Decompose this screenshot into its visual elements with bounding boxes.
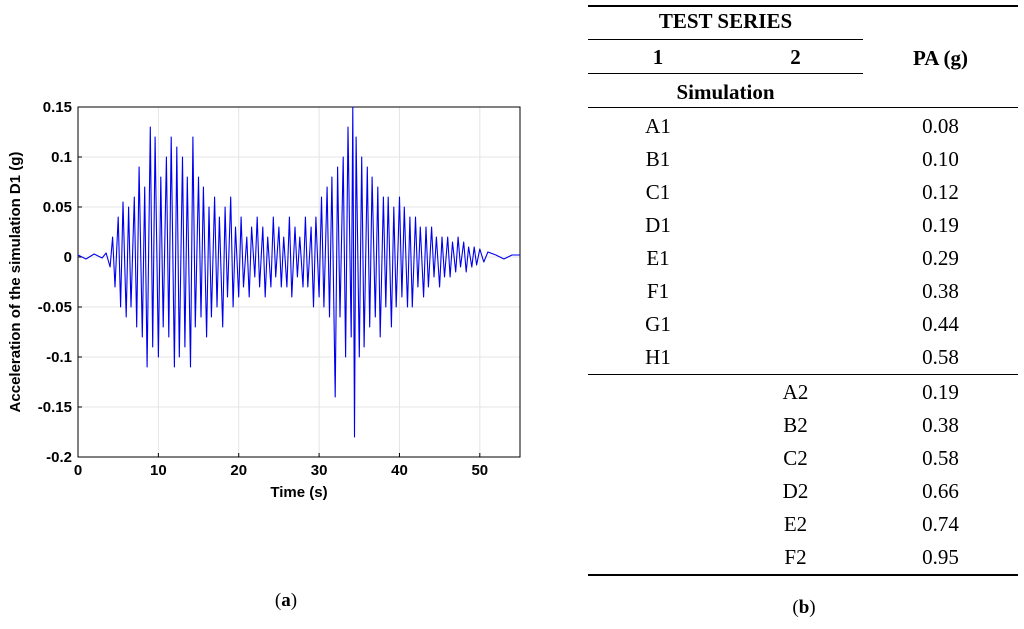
y-axis-label: Acceleration of the simulation D1 (g): [7, 152, 24, 413]
series1-pa-cell: 0.29: [922, 246, 959, 270]
panel-a: 0 10 20 30 40 50 -0.2 -0.15 -0.1 -0.05 0 0.05 0.1 0.1…: [7, 99, 521, 611]
x-tick-label: 10: [150, 462, 167, 479]
series2-name-cell: D2: [782, 479, 809, 503]
series1-name-cell: G1: [645, 312, 671, 336]
series1-pa-cell: 0.19: [922, 213, 959, 237]
series1-name-cell: B1: [645, 147, 671, 171]
header-bottom-rule: [588, 107, 1018, 108]
panel-a-letter: a: [281, 590, 291, 611]
acceleration-chart: 0 10 20 30 40 50 -0.2 -0.15 -0.1 -0.05 0 0.05 0.1 0.1…: [7, 99, 521, 501]
y-tick-label: -0.05: [38, 299, 72, 316]
series2-pa-cell: 0.74: [922, 512, 959, 536]
x-tick-label: 50: [471, 462, 488, 479]
col2-header: 2: [790, 45, 801, 69]
plot-frame: [77, 106, 521, 458]
series-layer: [77, 106, 520, 438]
col1-header: 1: [652, 45, 664, 69]
y-tick-label: 0.15: [43, 99, 72, 116]
series2-name-cell: C2: [783, 446, 808, 470]
series1-pa-cell: 0.08: [922, 114, 959, 138]
series2-pa-cell: 0.66: [922, 479, 959, 503]
series1-name-cell: F1: [646, 279, 670, 303]
y-tick-label: 0.05: [43, 199, 72, 216]
panel-b-caption: (b): [792, 597, 816, 618]
series2-name-cell: F2: [784, 545, 807, 569]
acceleration-series-line: [77, 106, 520, 438]
test-series-rule: [588, 39, 863, 40]
pa-header: PA (g): [912, 46, 968, 70]
series1-name-cell: H1: [645, 345, 671, 369]
series1-pa-cell: 0.44: [922, 312, 959, 336]
table-bottom-rule: [588, 574, 1018, 576]
series1-name-cell: D1: [645, 213, 671, 237]
x-tick-label: 0: [74, 462, 82, 479]
series1-pa-cell: 0.38: [922, 279, 959, 303]
series1-name-cell: A1: [645, 114, 671, 138]
test-series-header: TEST SERIES: [658, 9, 793, 33]
series2-pa-cell: 0.58: [922, 446, 959, 470]
series2-pa-cell: 0.95: [922, 545, 959, 569]
panel-b: TEST SERIES 1 2 PA (g) Simulation A1 0.08…: [588, 0, 1018, 629]
series1-name-cell: C1: [645, 180, 671, 204]
series-divider-rule: [588, 374, 1018, 375]
y-tick-label: -0.15: [38, 399, 72, 416]
panel-b-letter: b: [798, 597, 810, 618]
series2-name-cell: E2: [783, 512, 808, 536]
series1-name-cell: E1: [646, 246, 670, 270]
series1-pa-cell: 0.12: [922, 180, 959, 204]
columns-rule: [588, 73, 863, 74]
series2-name-cell: A2: [782, 380, 809, 404]
x-axis-label: Time (s): [270, 484, 327, 501]
table-top-rule: [588, 5, 1018, 7]
y-tick-label: 0: [64, 249, 72, 266]
tick-layer: 0 10 20 30 40 50 -0.2 -0.15 -0.1 -0.05 0 0.05 0.1 0.1…: [38, 99, 488, 479]
y-tick-label: 0.1: [51, 149, 72, 166]
x-tick-label: 30: [311, 462, 328, 479]
series2-name-cell: B2: [783, 413, 808, 437]
series2-pa-cell: 0.19: [922, 380, 959, 404]
series1-pa-cell: 0.58: [922, 345, 959, 369]
x-tick-label: 20: [230, 462, 247, 479]
x-tick-label: 40: [391, 462, 408, 479]
series2-pa-cell: 0.38: [922, 413, 959, 437]
series1-pa-cell: 0.10: [922, 147, 959, 171]
panel-a-caption: (a): [274, 590, 298, 611]
y-tick-label: -0.1: [46, 349, 72, 366]
simulation-header: Simulation: [676, 80, 775, 104]
grid-layer: [77, 106, 520, 458]
y-tick-label: -0.2: [46, 449, 72, 466]
